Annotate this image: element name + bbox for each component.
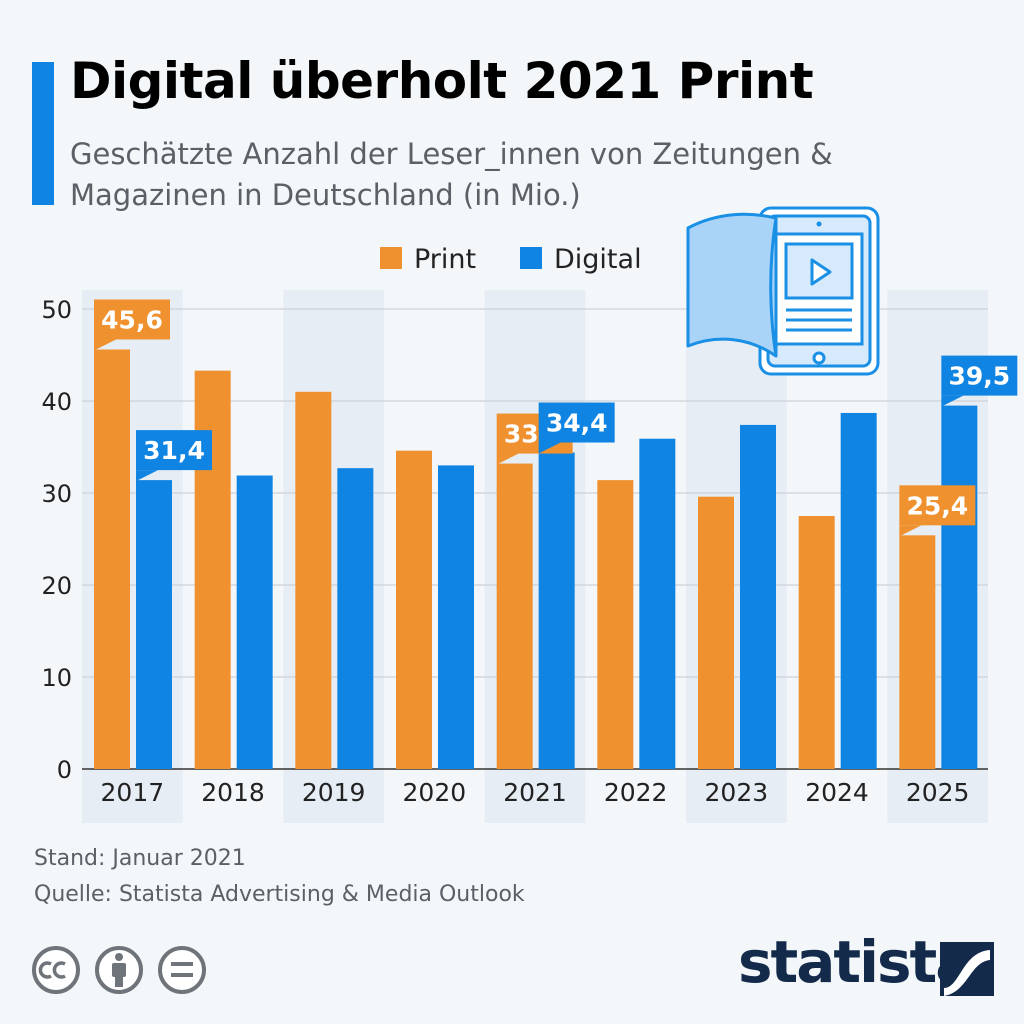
x-tick-label: 2023 [705,778,769,807]
bar-digital-2025 [941,405,978,769]
y-tick-label: 50 [41,296,72,324]
bar-print-2017 [94,349,130,769]
statista-logo: statista [738,928,974,996]
y-tick-label: 30 [41,480,72,508]
x-tick-label: 2017 [101,778,165,807]
footer-source: Quelle: Statista Advertising & Media Out… [34,882,525,907]
bar-digital-2021 [538,452,575,769]
legend: Print Digital [380,244,642,275]
bar-print-2022 [597,480,634,769]
x-tick-label: 2021 [503,778,567,807]
bars [94,349,978,769]
data-label-print-2017: 45,6 [94,299,170,351]
x-tick-label: 2024 [805,778,869,807]
data-label-text: 34,4 [546,409,608,438]
bar-print-2021 [496,463,533,769]
gridlines [82,308,988,770]
license-icons [32,946,206,994]
y-tick-label: 10 [41,664,72,692]
data-label-text: 31,4 [143,436,205,465]
x-tick-label: 2022 [604,778,668,807]
legend-item-print: Print [380,244,476,275]
x-tick-label: 2025 [906,778,970,807]
bar-print-2020 [396,450,432,769]
y-axis-ticks: 0 10 20 30 40 50 [41,296,72,784]
legend-label: Print [414,244,476,275]
bar-digital-2020 [438,465,474,769]
bar-digital-2018 [236,475,273,769]
legend-swatch [520,247,542,269]
legend-label: Digital [554,244,642,275]
attribution-icon [95,946,143,994]
bar-digital-2019 [337,468,374,769]
legend-item-digital: Digital [520,244,642,275]
data-label-text: 25,4 [906,491,968,520]
y-tick-label: 40 [41,388,72,416]
data-label-digital-2021: 34,4 [538,402,615,454]
y-tick-label: 0 [57,756,72,784]
cc-icon [32,946,80,994]
x-axis-ticks: 2017 2018 2019 2020 2021 2022 2023 2024 2025 [101,778,970,807]
bar-print-2023 [698,496,734,769]
bar-print-2024 [798,516,835,769]
data-label-text: 45,6 [101,305,163,334]
bar-print-2025 [899,535,936,769]
bar-digital-2017 [136,480,172,769]
statista-logo-icon [940,942,994,996]
data-label-text: 39,5 [948,362,1010,391]
data-label-print-2025: 25,4 [899,485,976,537]
bar-print-2019 [295,391,332,769]
bar-digital-2023 [740,424,776,769]
x-tick-label: 2019 [302,778,366,807]
bar-digital-2022 [639,438,676,769]
x-tick-label: 2020 [403,778,467,807]
accent-bar [32,62,54,205]
data-label-digital-2025: 39,5 [941,355,1018,407]
footer-date: Stand: Januar 2021 [34,846,246,871]
page-title: Digital überholt 2021 Print [70,52,814,110]
bar-chart: 0 10 20 30 40 50 2017 2018 2019 2020 2021 2022 2023… [41,206,1018,823]
page-subtitle: Geschätzte Anzahl der Leser_innen von Ze… [70,137,833,212]
no-derivatives-icon [158,946,206,994]
bar-digital-2024 [840,412,877,769]
x-tick-label: 2018 [201,778,265,807]
legend-swatch [380,247,402,269]
book-tablet-icon [686,206,880,376]
data-labels: 45,631,433,234,425,439,5 [94,299,1018,537]
data-label-digital-2017: 31,4 [136,430,212,482]
y-tick-label: 20 [41,572,72,600]
